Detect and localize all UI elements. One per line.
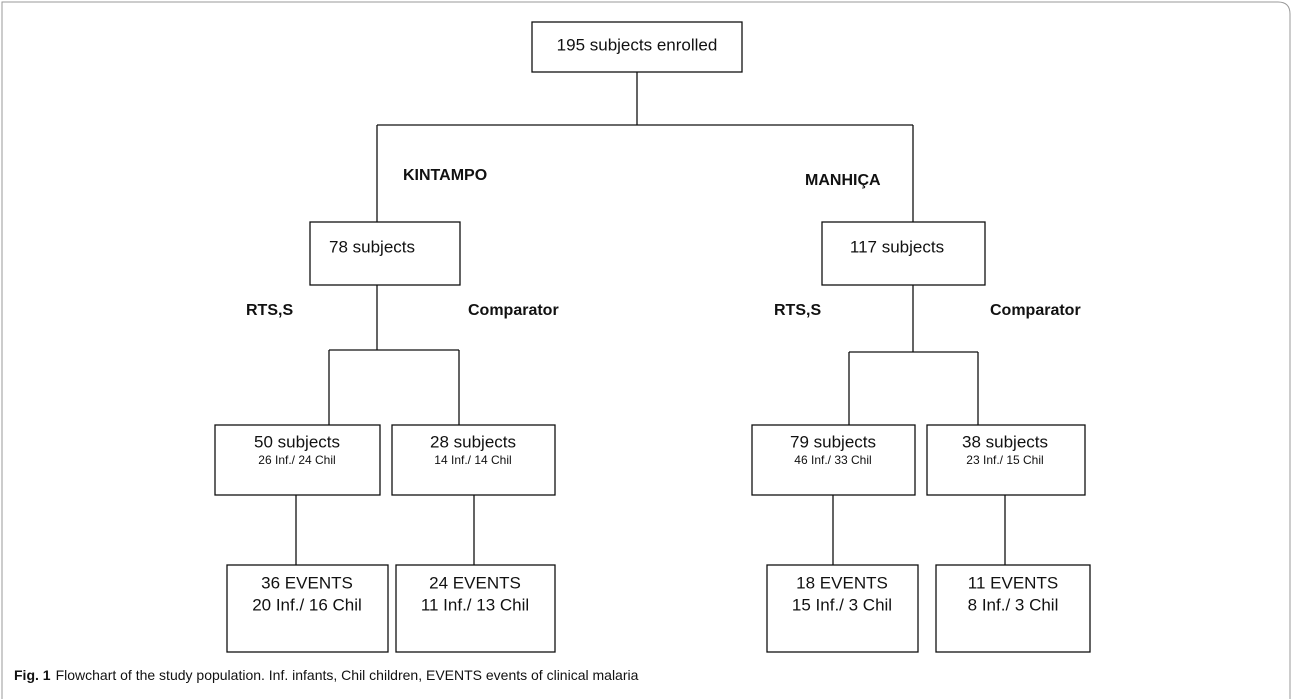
node-sublabel: 11 Inf./ 13 Chil	[421, 595, 529, 614]
node-box	[531, 21, 743, 73]
node-sublabel: 8 Inf./ 3 Chil	[968, 595, 1059, 614]
node-box	[395, 564, 556, 653]
node-box	[926, 424, 1086, 496]
branch-label: Comparator	[990, 302, 1081, 319]
node-label: 38 subjects	[962, 432, 1048, 451]
node-box	[751, 424, 916, 496]
node-box	[821, 221, 986, 286]
node-box	[226, 564, 389, 653]
boxes	[214, 21, 1091, 653]
node-sublabel: 20 Inf./ 16 Chil	[252, 595, 362, 614]
node-box	[935, 564, 1091, 653]
branch-label: RTS,S	[246, 302, 293, 319]
node-box	[766, 564, 919, 653]
node-label: 28 subjects	[430, 432, 516, 451]
node-label: 18 EVENTS	[796, 573, 888, 592]
node-label: 195 subjects enrolled	[557, 35, 718, 54]
node-box	[214, 424, 381, 496]
node-label: 36 EVENTS	[261, 573, 353, 592]
connectors	[295, 72, 1006, 565]
node-sublabel: 23 Inf./ 15 Chil	[966, 453, 1043, 467]
caption-text: Flowchart of the study population. Inf. …	[56, 667, 639, 683]
branch-label: KINTAMPO	[403, 167, 487, 184]
node-label: 79 subjects	[790, 432, 876, 451]
branch-label: Comparator	[468, 302, 559, 319]
caption-label: Fig. 1	[14, 667, 51, 683]
caption: Fig. 1 Flowchart of the study population.…	[14, 667, 639, 683]
node-box	[391, 424, 556, 496]
node-sublabel: 14 Inf./ 14 Chil	[434, 453, 511, 467]
branch-label: RTS,S	[774, 302, 821, 319]
node-label: 50 subjects	[254, 432, 340, 451]
node-label: 117 subjects	[850, 237, 944, 256]
node-box	[309, 221, 461, 286]
node-sublabel: 46 Inf./ 33 Chil	[794, 453, 871, 467]
node-sublabel: 15 Inf./ 3 Chil	[792, 595, 892, 614]
node-label: 11 EVENTS	[968, 573, 1058, 592]
node-label: 78 subjects	[329, 237, 415, 256]
branch-label: MANHIÇA	[805, 172, 881, 189]
node-sublabel: 26 Inf./ 24 Chil	[258, 453, 335, 467]
node-label: 24 EVENTS	[429, 573, 521, 592]
